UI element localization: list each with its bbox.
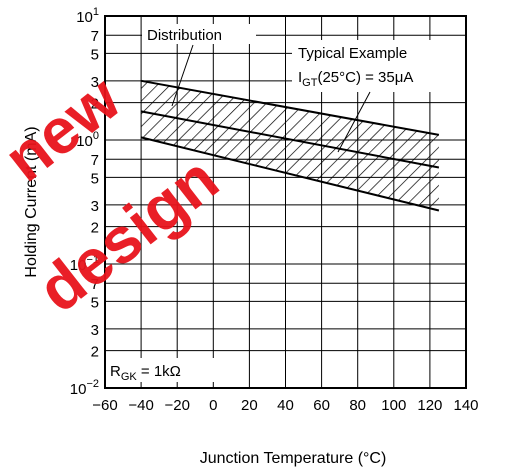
typical-example-title: Typical Example: [298, 45, 407, 62]
series-line-2: [140, 136, 440, 212]
y-tick-label-7: 5: [91, 170, 99, 187]
typical-example-condition: IGT(25°C) = 35μA: [298, 69, 413, 89]
plot-frame: [104, 15, 467, 389]
x-tick-label-7: 80: [349, 397, 366, 414]
series-line-1: [140, 110, 440, 169]
y-tick-label-4: 2: [91, 96, 99, 113]
y-tick-label-2: 5: [91, 46, 99, 63]
x-tick-label-10: 140: [453, 397, 478, 414]
series-line-0: [140, 79, 440, 136]
x-tick-labels: −60 −40 −20 0 20 40 60 80 100 120 140: [92, 397, 478, 414]
x-tick-label-0: −60: [92, 397, 117, 414]
x-tick-label-5: 40: [277, 397, 294, 414]
y-tick-label-10: 10−1: [70, 254, 99, 274]
y-tick-label-15: 10−2: [70, 378, 99, 398]
y-tick-label-8: 3: [91, 198, 99, 215]
rgk-label: RGK = 1kΩ: [110, 363, 181, 383]
typical-example-bg: [292, 40, 476, 92]
x-tick-label-6: 60: [313, 397, 330, 414]
x-tick-label-3: 0: [209, 397, 217, 414]
y-tick-label-12: 5: [91, 294, 99, 311]
x-tick-label-8: 100: [381, 397, 406, 414]
y-tick-label-5: 100: [76, 130, 99, 150]
y-tick-label-9: 2: [91, 220, 99, 237]
annotations: Distribution Typical Example IGT(25°C) =…: [105, 24, 476, 383]
rgk-label-bg: [105, 358, 225, 382]
watermark-word-1: new: [0, 62, 133, 196]
distribution-label: Distribution: [147, 27, 222, 44]
y-tick-label-3: 3: [91, 74, 99, 91]
x-tick-label-1: −40: [128, 397, 153, 414]
y-tick-label-6: 7: [91, 152, 99, 169]
y-tick-label-0: 101: [76, 6, 99, 26]
y-tick-label-14: 2: [91, 344, 99, 361]
distribution-band-fill: [141, 80, 439, 211]
y-tick-label-1: 7: [91, 28, 99, 45]
distribution-label-bg: [142, 24, 256, 44]
typical-leader: [337, 91, 371, 153]
x-tick-label-4: 20: [241, 397, 258, 414]
y-tick-label-13: 3: [91, 322, 99, 339]
x-tick-label-9: 120: [417, 397, 442, 414]
y-tick-label-11: 7: [91, 276, 99, 293]
distribution-band: [141, 80, 439, 211]
curves: [140, 79, 440, 212]
x-axis-label: Junction Temperature (°C): [200, 450, 387, 467]
y-axis-label: Holding Current (mA): [23, 126, 40, 277]
distribution-leader: [171, 44, 194, 107]
x-tick-label-2: −20: [164, 397, 189, 414]
